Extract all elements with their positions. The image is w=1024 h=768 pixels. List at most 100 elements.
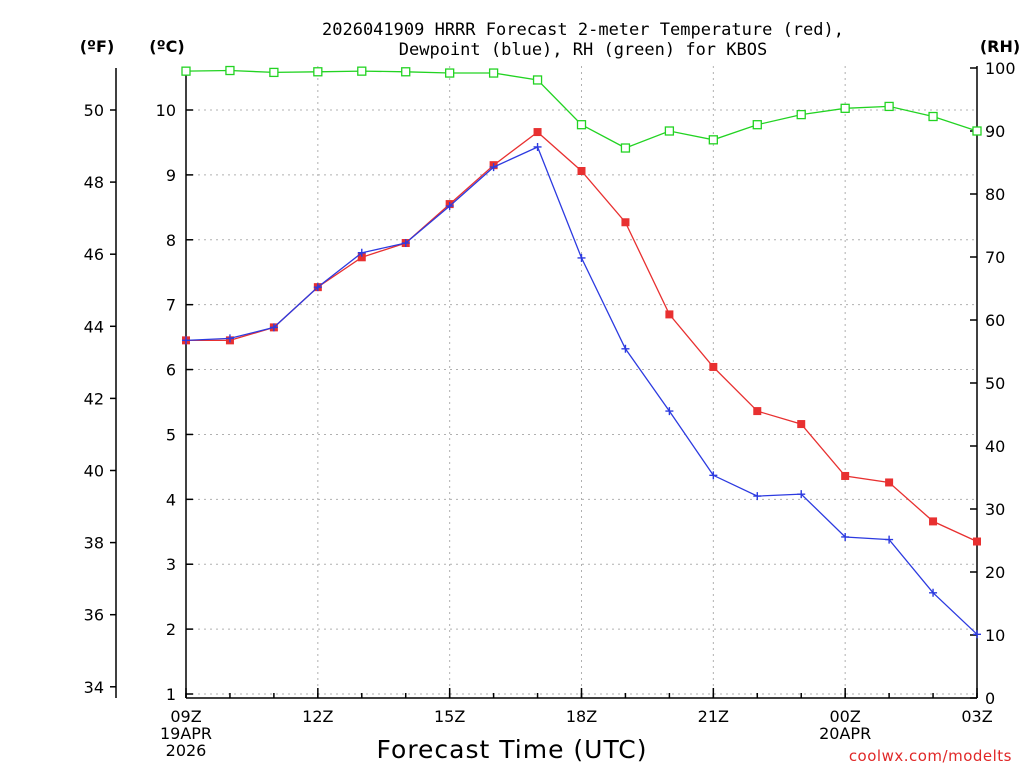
x-tick-label: 15Z [434,707,465,726]
celsius-tick-label: 2 [166,620,176,639]
dewpoint-point [357,248,366,257]
rh-tick-label: 70 [985,248,1005,267]
x-tick-label: 21Z [698,707,729,726]
x-tick-label: 19APR [160,724,212,743]
dewpoint-point [533,142,542,151]
rh-point [445,68,455,78]
rh-point [928,111,938,122]
axes [110,66,978,699]
rh-tick-label: 0 [985,689,995,708]
fahrenheit-tick-label: 48 [84,173,104,192]
rh-point [664,126,675,136]
temperature-point [533,128,542,137]
x-tick-label: 03Z [961,707,992,726]
celsius-tick-label: 7 [166,296,176,315]
chart-title-line-2: Dewpoint (blue), RH (green) for KBOS [399,40,767,60]
celsius-tick-label: 3 [166,555,176,574]
fahrenheit-tick-label: 50 [84,101,104,120]
x-tick-label: 18Z [566,707,597,726]
dewpoint-point [841,532,850,541]
dewpoint-point [709,471,718,480]
rh-point [972,126,982,136]
rh-point [620,143,631,153]
rh-point [796,109,806,120]
rh-point [269,67,279,78]
celsius-unit-label: (ºC) [149,37,184,56]
fahrenheit-tick-label: 36 [84,606,104,625]
chart-title-line-1: 2026041909 HRRR Forecast 2-meter Tempera… [322,20,844,40]
tick-labels: 1234567891034363840424446485001020304050… [84,59,1016,760]
rh-point [576,120,587,130]
dewpoint-point [182,336,190,345]
dewpoint-point [225,334,234,343]
celsius-tick-label: 5 [166,425,176,444]
dewpoint-point [885,535,894,544]
x-axis-label: Forecast Time (UTC) [377,735,648,764]
fahrenheit-unit-label: (ºF) [80,37,115,56]
temperature-point [357,253,366,262]
dewpoint-point [929,588,938,597]
fahrenheit-tick-label: 38 [84,534,104,553]
x-tick-label: 20APR [819,724,871,743]
dewpoint-point [665,407,674,416]
rh-tick-label: 20 [985,563,1005,582]
rh-tick-label: 80 [985,185,1005,204]
rh-tick-label: 50 [985,374,1005,393]
rh-point [488,68,499,78]
rh-unit-label: (RH) [980,37,1020,56]
temperature-point [973,537,981,546]
dewpoint-point [401,239,410,248]
fahrenheit-tick-label: 40 [84,461,104,480]
grid-lines [186,66,977,698]
temperature-point [797,420,806,429]
rh-point [840,103,850,113]
celsius-tick-label: 1 [166,685,176,704]
rh-tick-label: 90 [985,122,1005,141]
temperature-point [753,407,762,416]
fahrenheit-tick-label: 42 [84,389,104,408]
x-tick-label: 12Z [302,707,333,726]
celsius-tick-label: 4 [166,490,176,509]
celsius-tick-label: 6 [166,361,176,380]
rh-point [225,65,235,76]
dewpoint-point [577,253,586,262]
dewpoint-point [445,202,454,211]
temperature-point [841,471,850,480]
dewpoint-point [489,163,498,172]
rh-tick-label: 10 [985,626,1005,645]
rh-point [401,67,411,77]
dewpoint-point [797,490,806,499]
data-series [181,65,982,639]
temperature-point [577,166,586,175]
dewpoint-point [269,323,278,332]
temperature-point [929,517,938,526]
rh-point [313,67,323,77]
celsius-tick-label: 9 [166,166,176,185]
fahrenheit-tick-label: 46 [84,245,104,264]
rh-tick-label: 40 [985,437,1005,456]
rh-point [884,101,894,112]
dewpoint-point [753,492,762,501]
rh-point [532,75,543,85]
temperature-point [621,218,630,227]
temperature-point [665,310,674,319]
x-tick-label: 2026 [166,741,207,760]
rh-tick-label: 30 [985,500,1005,519]
dewpoint-point [621,344,630,353]
dewpoint-point [313,283,322,292]
credit-label: coolwx.com/modelts [849,747,1012,765]
rh-point [357,66,367,76]
celsius-tick-label: 10 [156,101,176,120]
x-tick-label: 00Z [830,707,861,726]
rh-tick-label: 60 [985,311,1005,330]
x-tick-label: 09Z [170,707,201,726]
rh-tick-label: 100 [985,59,1016,78]
rh-point [752,120,762,130]
rh-point [181,66,191,76]
temperature-point [885,478,894,487]
dewpoint-point [973,630,981,639]
temperature-point [709,362,718,371]
celsius-tick-label: 8 [166,231,176,250]
fahrenheit-tick-label: 44 [84,317,104,336]
